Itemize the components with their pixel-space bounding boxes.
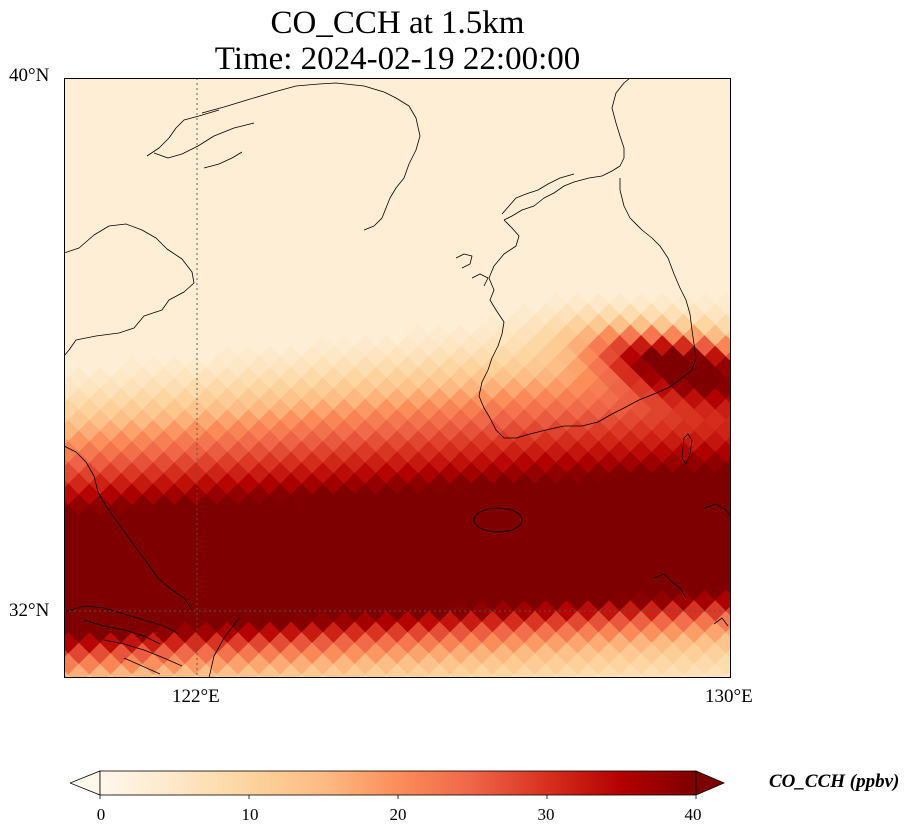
colorbar-tick-20: 20: [389, 805, 407, 824]
field-cell: [576, 663, 599, 678]
map-frame: [64, 78, 731, 678]
field-cell: [598, 663, 621, 678]
field-cell: [619, 663, 642, 678]
field-cell: [725, 584, 731, 596]
colorbar: [70, 770, 726, 799]
field-cell: [258, 663, 281, 678]
field-cell: [470, 663, 493, 678]
field-cell: [88, 663, 112, 678]
field-cell: [725, 605, 731, 617]
colorbar-tick-10: 10: [241, 805, 259, 824]
field-cell: [301, 663, 324, 678]
field-cell: [661, 663, 684, 678]
map-title-line1: CO_CCH at 1.5km: [270, 5, 525, 41]
field-cell: [725, 457, 731, 469]
colorbar-tick-40: 40: [684, 805, 702, 824]
colorbar-extend-low: [70, 770, 101, 796]
field-cell: [152, 663, 175, 678]
field-cell: [725, 308, 731, 321]
field-cell: [725, 563, 731, 575]
concentration-map: [64, 78, 731, 678]
lon-tick-label-122e: 122°E: [172, 686, 220, 707]
field-cell: [640, 663, 663, 678]
lat-tick-label-40n: 40°N: [9, 65, 50, 86]
field-cell: [322, 663, 345, 678]
field-cell: [216, 663, 239, 678]
field-cell: [725, 329, 731, 342]
field-cell: [725, 648, 731, 660]
field-cell: [725, 435, 731, 448]
colorbar-extend-high: [695, 770, 726, 796]
field-cell: [513, 663, 536, 678]
field-cell: [725, 414, 731, 427]
field-cell: [492, 663, 515, 678]
lat-tick-label-32n: 32°N: [9, 600, 50, 621]
field-cell: [725, 393, 731, 405]
colorbar-label: CO_CCH (ppbv): [769, 771, 900, 792]
colorbar-gradient: [100, 771, 696, 795]
field-cell: [195, 663, 218, 678]
field-cell: [682, 663, 706, 678]
field-cell: [343, 663, 366, 678]
field-cell: [131, 663, 154, 678]
field-cell: [725, 351, 731, 363]
colorbar-tick-0: 0: [96, 805, 106, 824]
concentration-field: [64, 78, 731, 678]
coastlines: [64, 78, 731, 678]
field-cell: [555, 663, 578, 678]
colorbar-tick-30: 30: [537, 805, 555, 824]
field-cell: [385, 663, 409, 678]
field-cell: [364, 663, 387, 678]
field-cell: [725, 626, 731, 639]
field-cell: [407, 663, 430, 678]
field-cell: [534, 663, 557, 678]
lon-tick-label-130e: 130°E: [705, 686, 753, 707]
field-cell: [428, 663, 451, 678]
field-cell: [704, 663, 727, 678]
field-cell: [67, 663, 90, 678]
map-title-line2: Time: 2024-02-19 22:00:00: [214, 41, 581, 77]
field-cell: [237, 663, 260, 678]
field-cell: [279, 663, 302, 678]
field-cell: [173, 663, 196, 678]
field-cell: [725, 499, 731, 511]
field-cell: [725, 520, 731, 533]
field-cell: [725, 542, 731, 554]
field-cell: [110, 663, 133, 678]
field-cell: [725, 372, 731, 384]
field-cell: [449, 663, 472, 678]
field-cell: [725, 478, 731, 490]
